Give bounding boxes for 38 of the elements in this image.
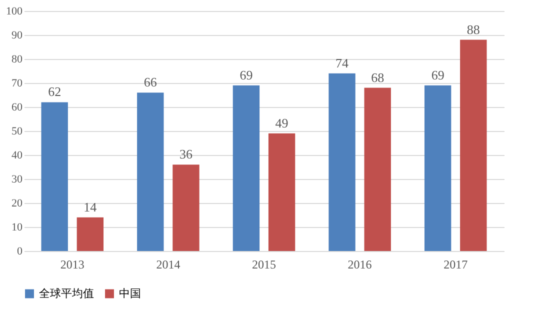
data-label: 69 xyxy=(240,67,253,82)
y-tick-label: 100 xyxy=(6,6,23,18)
y-tick-label: 70 xyxy=(12,78,23,90)
data-label: 88 xyxy=(466,22,480,37)
y-tick-label: 90 xyxy=(12,30,23,42)
data-label: 14 xyxy=(84,199,98,214)
y-tick-label: 50 xyxy=(12,126,23,138)
data-label: 36 xyxy=(179,146,193,162)
y-tick-label: 60 xyxy=(12,102,23,114)
y-tick-label: 40 xyxy=(12,150,23,162)
bar xyxy=(76,217,104,251)
data-label: 74 xyxy=(336,55,350,70)
y-tick-label: 0 xyxy=(17,246,23,258)
y-tick-label: 10 xyxy=(12,222,23,234)
bar xyxy=(364,88,391,251)
bar xyxy=(268,133,296,251)
bar xyxy=(460,40,487,251)
bar xyxy=(41,102,68,251)
y-tick-label: 20 xyxy=(12,198,23,210)
x-tick-label: 2015 xyxy=(252,258,276,272)
legend-label: 全球平均值 xyxy=(39,286,94,300)
bar xyxy=(232,85,260,251)
legend-label: 中国 xyxy=(119,286,141,300)
x-tick-label: 2013 xyxy=(60,258,84,272)
data-label: 66 xyxy=(144,74,158,90)
data-label: 49 xyxy=(275,115,288,130)
bar xyxy=(172,164,200,251)
y-tick-label: 30 xyxy=(12,174,23,186)
data-label: 62 xyxy=(48,84,62,100)
bar xyxy=(424,85,452,251)
y-tick-label: 80 xyxy=(12,54,23,66)
data-label: 68 xyxy=(371,70,384,85)
x-tick-label: 2017 xyxy=(444,258,468,272)
x-tick-label: 2014 xyxy=(156,258,180,272)
bar xyxy=(328,73,356,251)
data-label: 69 xyxy=(431,67,444,82)
bar xyxy=(137,92,164,251)
x-tick-label: 2016 xyxy=(348,258,372,272)
